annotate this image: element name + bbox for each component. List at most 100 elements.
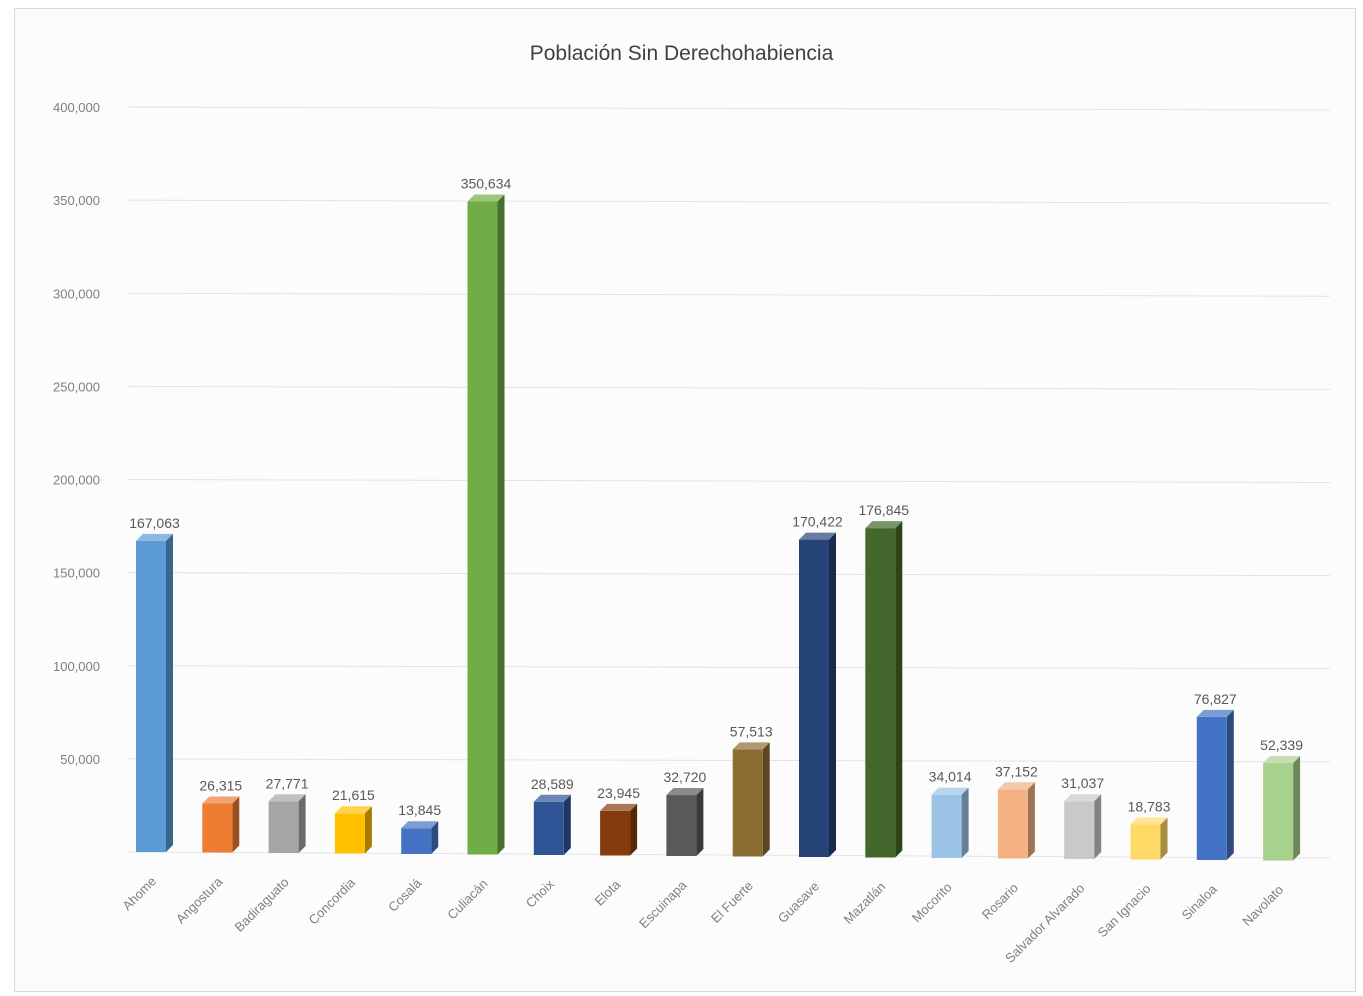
- bar-front: [799, 539, 829, 857]
- y-axis-ticks: 50,000 100,000 150,000 200,000 250,000 300,00…: [53, 100, 100, 767]
- bar: [268, 794, 306, 853]
- data-label: 31,037: [1061, 775, 1104, 791]
- gridline: [127, 758, 1331, 763]
- x-tick-label: Angostura: [173, 873, 226, 926]
- bar-side: [1293, 756, 1301, 861]
- bar: [1196, 709, 1234, 860]
- bar-top: [401, 821, 439, 829]
- bar-top: [1130, 817, 1168, 825]
- bar-front: [268, 801, 299, 853]
- bar-top: [202, 796, 240, 804]
- bar: [997, 782, 1035, 859]
- bar-front: [1263, 763, 1294, 861]
- y-tick-label: 250,000: [53, 379, 100, 394]
- data-label: 34,014: [929, 769, 972, 785]
- data-label: 18,783: [1128, 799, 1171, 815]
- bar-front: [997, 789, 1028, 859]
- data-label: 27,771: [266, 775, 309, 791]
- y-tick-label: 200,000: [53, 473, 100, 488]
- bar-side: [364, 806, 372, 854]
- gridline: [127, 479, 1331, 483]
- gridline: [127, 572, 1331, 577]
- y-tick-label: 50,000: [60, 752, 100, 767]
- y-tick-label: 300,000: [53, 286, 100, 301]
- bar-front: [600, 810, 631, 856]
- bar-side: [166, 533, 173, 852]
- bar: [666, 788, 704, 856]
- bar-top: [997, 782, 1035, 790]
- y-tick-label: 400,000: [53, 100, 100, 115]
- bar-side: [232, 796, 240, 853]
- x-tick-label: El Fuerte: [708, 878, 756, 926]
- y-tick-label: 150,000: [53, 566, 100, 581]
- data-label: 32,720: [663, 769, 706, 785]
- data-label: 26,315: [199, 777, 242, 793]
- bar-front: [401, 828, 432, 854]
- x-tick-label: Mocorito: [909, 880, 955, 926]
- x-tick-label: Concordia: [306, 874, 359, 927]
- bar-top: [666, 788, 704, 796]
- bar-side: [630, 803, 638, 856]
- data-label: 52,339: [1260, 737, 1303, 753]
- bar-side: [1027, 782, 1035, 859]
- x-tick-label: Escuinapa: [636, 877, 690, 931]
- bar-top: [268, 794, 306, 802]
- x-tick-label: Cosalá: [385, 875, 425, 915]
- data-label: 28,589: [531, 776, 574, 792]
- x-axis-ticks: Ahome Angostura Badiraguato Concordia Cosalá…: [119, 873, 1286, 965]
- bar-top: [600, 803, 638, 811]
- bar: [533, 794, 571, 855]
- gridline: [127, 106, 1331, 111]
- bar-front: [931, 794, 962, 858]
- data-label: 167,063: [129, 515, 180, 531]
- bar-top: [334, 806, 372, 814]
- bar-side: [1160, 817, 1168, 860]
- gridline: [127, 199, 1331, 204]
- bar: [1263, 756, 1301, 861]
- bar-front: [732, 749, 763, 857]
- bar-side: [895, 521, 903, 858]
- bar-top: [533, 794, 571, 802]
- bar: [401, 821, 439, 854]
- chart-title: Población Sin Derechohabiencia: [529, 42, 834, 65]
- bar: [799, 532, 836, 857]
- bar: [600, 803, 638, 856]
- x-tick-label: San Ignacio: [1094, 881, 1153, 940]
- data-label: 76,827: [1194, 691, 1237, 707]
- bar-side: [829, 532, 836, 857]
- gridline: [127, 292, 1331, 297]
- bar-side: [497, 194, 505, 855]
- data-label: 13,845: [398, 802, 441, 818]
- bar-front: [1064, 801, 1095, 859]
- bar: [467, 194, 505, 855]
- bar-top: [931, 787, 969, 795]
- bar-top: [467, 194, 505, 202]
- data-label: 21,615: [332, 787, 375, 803]
- data-label: 170,422: [792, 514, 843, 530]
- x-tick-label: Rosario: [979, 880, 1021, 922]
- bar-side: [431, 821, 439, 854]
- x-tick-label: Choix: [523, 876, 557, 910]
- bar: [202, 796, 240, 853]
- bar-side: [298, 794, 306, 853]
- bar: [865, 521, 903, 858]
- x-tick-label: Mazatlán: [841, 879, 889, 927]
- bars: [136, 194, 1301, 861]
- bar-side: [961, 787, 969, 858]
- bar-front: [334, 813, 365, 854]
- bar-side: [563, 794, 571, 855]
- bar-top: [799, 532, 836, 540]
- x-tick-label: Elota: [592, 876, 624, 908]
- y-tick-label: 350,000: [53, 193, 100, 208]
- x-tick-label: Culiacán: [444, 876, 490, 922]
- bar-top: [136, 533, 173, 541]
- bar-front: [865, 528, 896, 858]
- data-labels: 167,063 26,315 27,771 21,615 13,845 350,634 28…: [129, 175, 1303, 818]
- bar: [334, 806, 372, 854]
- bar-top: [732, 742, 770, 750]
- bar-front: [533, 801, 564, 855]
- x-tick-label: Navolato: [1239, 882, 1286, 929]
- x-tick-label: Sinaloa: [1179, 881, 1221, 923]
- data-label: 57,513: [730, 723, 773, 739]
